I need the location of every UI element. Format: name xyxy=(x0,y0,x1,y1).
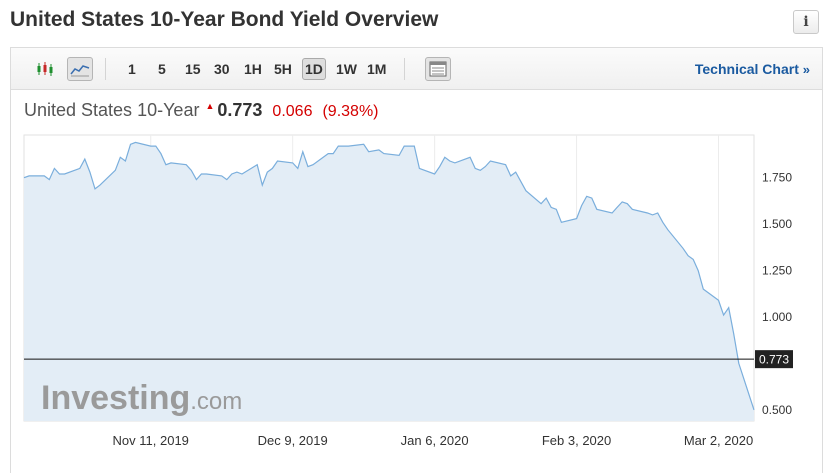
x-tick-label: Dec 9, 2019 xyxy=(258,433,328,448)
y-tick-label: 1.750 xyxy=(762,171,792,185)
timeframe-1d[interactable]: 1D xyxy=(302,58,326,80)
timeframe-1h[interactable]: 1H xyxy=(244,61,262,77)
y-tick-label: 0.500 xyxy=(762,403,792,417)
last-value-label: 0.773 xyxy=(759,353,789,367)
price-change-percent: (9.38%) xyxy=(322,103,379,120)
x-tick-label: Nov 11, 2019 xyxy=(113,433,189,448)
candlestick-icon[interactable] xyxy=(32,57,58,81)
timeframe-5[interactable]: 5 xyxy=(158,61,166,77)
double-chevron-right-icon: » xyxy=(802,62,810,77)
up-arrow-icon: ▲ xyxy=(205,101,215,111)
instrument-name: United States 10-Year xyxy=(24,100,200,120)
toolbar-divider xyxy=(404,58,405,80)
last-value-box xyxy=(755,350,793,369)
chart-panel: 1 5 15 30 1H 5H 1D 1W 1M Technical Chart… xyxy=(10,47,823,473)
series-area xyxy=(24,142,754,421)
y-tick-label: 1.250 xyxy=(762,264,792,278)
timeframe-5h[interactable]: 5H xyxy=(274,61,292,77)
toolbar-divider xyxy=(105,58,106,80)
timeframe-15[interactable]: 15 xyxy=(185,61,201,77)
y-tick-label: 1.000 xyxy=(762,310,792,324)
technical-chart-link[interactable]: Technical Chart » xyxy=(695,61,810,77)
yield-area-chart: 0.773 1.750 1.500 1.250 1.000 0.500 Nov 11, 20… xyxy=(23,134,793,448)
chart-toolbar: 1 5 15 30 1H 5H 1D 1W 1M Technical Chart… xyxy=(11,48,822,90)
investing-logo: Investing.com xyxy=(41,379,242,417)
logo-suffix: .com xyxy=(190,388,242,415)
series-line xyxy=(23,141,755,411)
timeframe-1w[interactable]: 1W xyxy=(336,61,357,77)
x-tick-label: Jan 6, 2020 xyxy=(401,433,469,448)
line-chart-icon[interactable] xyxy=(67,57,93,81)
timeframe-1m[interactable]: 1M xyxy=(367,61,387,77)
timeframe-30[interactable]: 30 xyxy=(214,61,230,77)
last-price: 0.773 xyxy=(217,100,263,120)
price-change: 0.066 xyxy=(272,103,313,120)
timeframe-1[interactable]: 1 xyxy=(128,61,136,77)
x-tick-label: Mar 2, 2020 xyxy=(684,433,753,448)
technical-chart-label: Technical Chart xyxy=(694,61,799,77)
data-table-icon[interactable] xyxy=(425,57,451,81)
info-icon[interactable]: i xyxy=(793,10,819,34)
y-tick-label: 1.500 xyxy=(762,217,792,231)
logo-main: Investing xyxy=(41,379,190,417)
page-title: United States 10-Year Bond Yield Overvie… xyxy=(10,8,439,31)
quote-header: United States 10-Year ▲ 0.773 0.066 (9.38%) xyxy=(24,100,379,121)
x-tick-label: Feb 3, 2020 xyxy=(542,433,611,448)
